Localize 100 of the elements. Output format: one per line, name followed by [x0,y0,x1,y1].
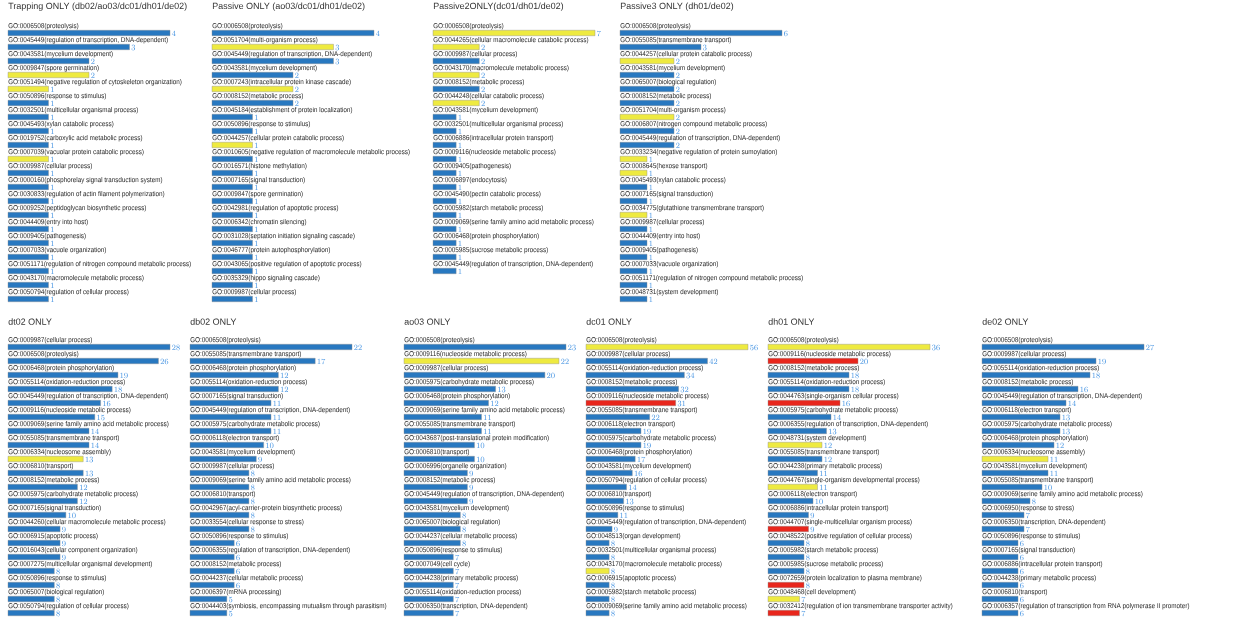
bar [189,526,250,532]
bar [7,30,171,36]
bar [211,198,253,204]
bar [211,72,294,78]
bar [767,386,850,392]
bar [585,498,624,504]
bar [7,498,78,504]
chart-title: Passive2ONLY(dc01/dh01/de02) [433,2,564,11]
bar [585,428,642,434]
bar [619,226,648,232]
bar [189,610,228,616]
bar [585,414,650,420]
bar [403,372,546,378]
bar [7,296,49,302]
bar [619,296,648,302]
bar [7,484,78,490]
bar [7,100,49,106]
bar [7,442,90,448]
bar [211,254,253,260]
bar [7,554,61,560]
bar [619,128,675,134]
bar [585,358,708,364]
bar [403,470,468,476]
bar [767,428,827,434]
bar [981,442,1055,448]
bar [403,596,454,602]
bar [7,456,84,462]
bar [189,428,272,434]
chart-title: de02 ONLY [982,318,1029,325]
bar [767,414,832,420]
bar [767,484,818,490]
bar [981,414,1061,420]
bar [189,484,250,490]
bar [7,58,90,64]
bar [7,114,49,120]
bar [211,268,253,274]
bar [211,212,253,218]
bar [585,512,619,518]
bar [767,400,841,406]
bar [7,400,101,406]
bar [7,344,171,350]
bar [7,128,49,134]
bar [767,358,859,364]
bar [7,568,55,574]
bar [7,198,49,204]
bar [619,30,783,36]
bar [403,512,461,518]
bar [7,386,113,392]
bar [619,184,648,190]
bar [403,386,496,392]
bar [7,358,159,364]
chart-title: ao03 ONLY [404,318,451,325]
bar [7,526,61,532]
bar [585,568,610,574]
bar [189,414,272,420]
bar [981,358,1097,364]
bar [7,428,90,434]
chart-title: dc01 ONLY [586,318,632,325]
bar [189,456,257,462]
bar [211,184,253,190]
bar [619,170,648,176]
chart-title: dh01 ONLY [768,318,815,325]
bar [189,386,279,392]
bar [211,282,253,288]
bar [767,456,823,462]
bar [189,442,264,448]
bar [767,442,823,448]
bar [981,596,1019,602]
bar [619,72,675,78]
bar [619,212,648,218]
bar [585,526,613,532]
bar [7,86,49,92]
chart-title: Passive3 ONLY (dh01/de02) [620,2,734,11]
bar [619,86,675,92]
bar [7,212,49,218]
bar [981,582,1019,588]
bar [7,142,49,148]
bar [403,526,461,532]
bar [7,512,67,518]
bar [619,282,648,288]
bar [189,512,250,518]
bar [189,372,279,378]
bar [981,498,1031,504]
bar [619,156,648,162]
bar [403,582,454,588]
bar [211,86,294,92]
bar [189,498,250,504]
chart-title: dt02 ONLY [8,318,52,325]
bar [585,372,685,378]
bar [619,114,675,120]
bar [7,582,55,588]
bar [403,554,454,560]
bar [981,610,1019,616]
bar [7,72,90,78]
bar [403,498,468,504]
bar [619,198,648,204]
bar [189,554,235,560]
bar [585,456,636,462]
bar [211,240,253,246]
bar [619,268,648,274]
